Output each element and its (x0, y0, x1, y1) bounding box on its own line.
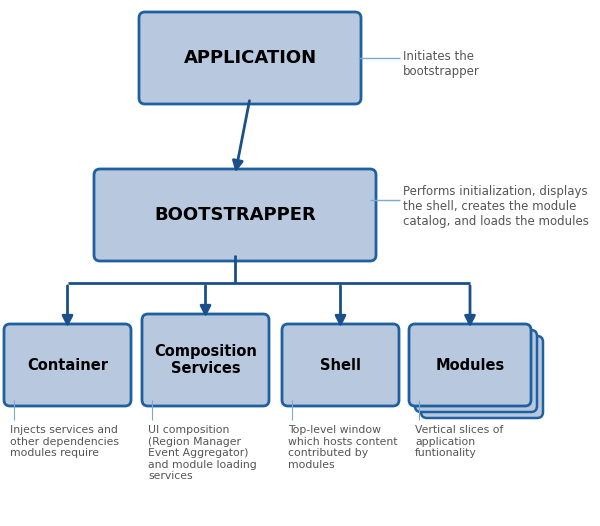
FancyBboxPatch shape (282, 324, 399, 406)
Text: BOOTSTRAPPER: BOOTSTRAPPER (154, 206, 316, 224)
Text: Modules: Modules (436, 358, 505, 372)
FancyBboxPatch shape (139, 12, 361, 104)
Text: UI composition
(Region Manager
Event Aggregator)
and module loading
services: UI composition (Region Manager Event Agg… (148, 425, 257, 481)
Text: Injects services and
other dependencies
modules require: Injects services and other dependencies … (10, 425, 119, 458)
Text: Performs initialization, displays
the shell, creates the module
catalog, and loa: Performs initialization, displays the sh… (403, 185, 589, 228)
FancyBboxPatch shape (142, 314, 269, 406)
FancyBboxPatch shape (409, 324, 531, 406)
Text: Composition
Services: Composition Services (154, 344, 257, 376)
Text: Vertical slices of
application
funtionality: Vertical slices of application funtional… (415, 425, 503, 458)
FancyBboxPatch shape (415, 330, 537, 412)
Text: APPLICATION: APPLICATION (184, 49, 317, 67)
FancyBboxPatch shape (4, 324, 131, 406)
Text: Initiates the
bootstrapper: Initiates the bootstrapper (403, 50, 480, 78)
Text: Top-level window
which hosts content
contributed by
modules: Top-level window which hosts content con… (288, 425, 398, 470)
Text: Shell: Shell (320, 358, 361, 372)
FancyBboxPatch shape (94, 169, 376, 261)
FancyBboxPatch shape (421, 336, 543, 418)
Text: Container: Container (27, 358, 108, 372)
